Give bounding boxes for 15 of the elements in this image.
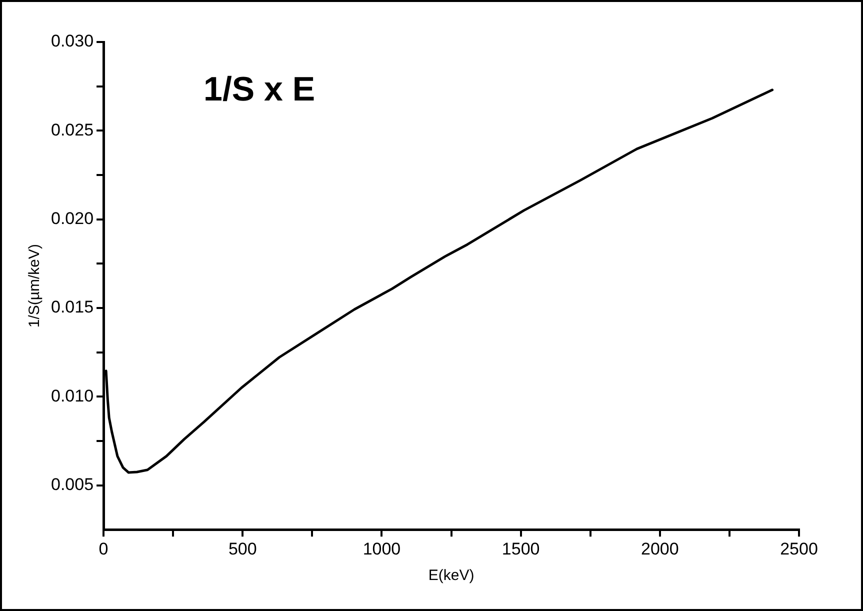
- y-tick-label: 0.010: [50, 386, 94, 406]
- annotation: 1/S x E: [204, 70, 316, 108]
- x-axis-title: E(keV): [428, 567, 474, 584]
- x-tick-label: 2500: [780, 539, 818, 558]
- x-tick-label: 1500: [502, 539, 540, 558]
- x-tick-label: 2000: [640, 539, 679, 558]
- y-tick-label: 0.030: [50, 32, 94, 51]
- y-tick-label: 0.020: [50, 208, 94, 228]
- x-tick-label: 1000: [362, 539, 401, 558]
- y-tick-label: 0.015: [50, 298, 94, 317]
- x-tick-label: 500: [228, 539, 257, 558]
- y-tick-label: 0.025: [50, 120, 94, 140]
- x-tick-label: 0: [98, 539, 108, 558]
- y-axis-title: 1/S(µm/keV): [26, 244, 44, 328]
- y-tick-label: 0.005: [50, 474, 94, 494]
